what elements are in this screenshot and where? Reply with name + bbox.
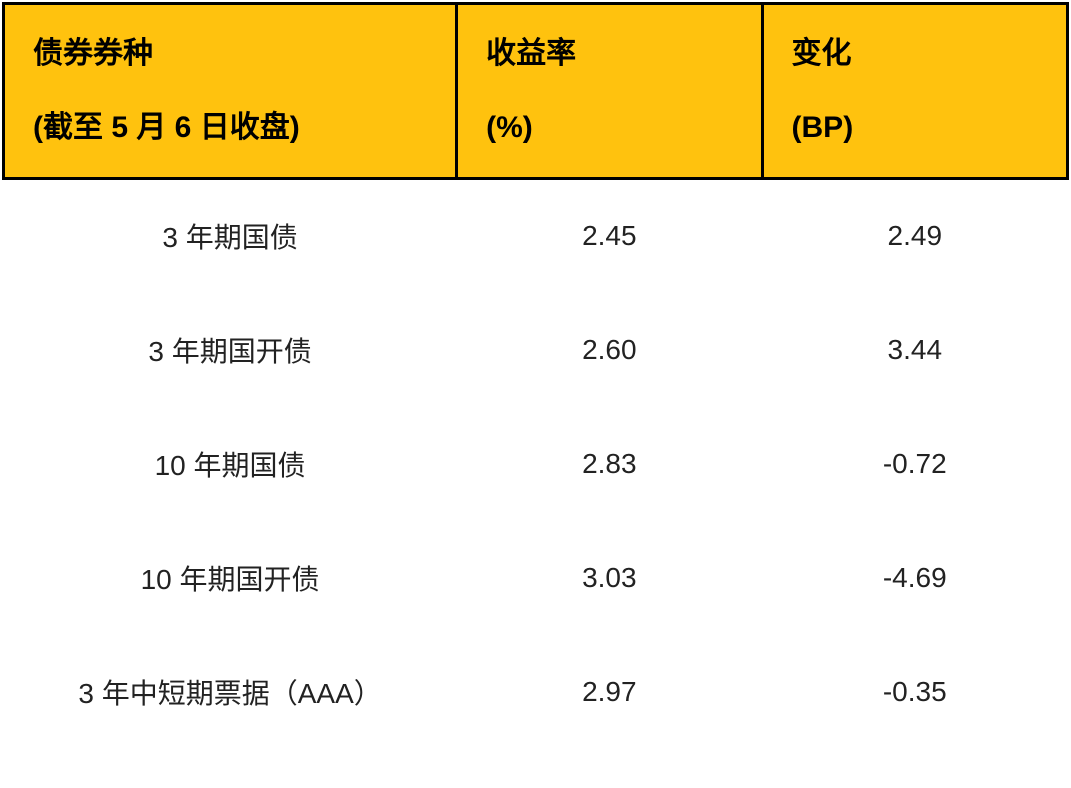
cell-change: -0.35 <box>762 635 1067 749</box>
table-row: 10 年期国开债 3.03 -4.69 <box>4 521 1068 635</box>
table-row: 10 年期国债 2.83 -0.72 <box>4 407 1068 521</box>
table-body: 3 年期国债 2.45 2.49 3 年期国开债 2.60 3.44 10 年期… <box>4 179 1068 749</box>
cell-instrument: 3 年期国开债 <box>4 293 457 407</box>
table-header-row: 债券券种 (截至 5 月 6 日收盘) 收益率 (%) 变化 (BP) <box>4 4 1068 179</box>
cell-instrument: 10 年期国开债 <box>4 521 457 635</box>
header-yield-line2: (%) <box>486 89 732 177</box>
cell-instrument: 10 年期国债 <box>4 407 457 521</box>
table-row: 3 年期国债 2.45 2.49 <box>4 179 1068 293</box>
cell-instrument: 3 年期国债 <box>4 179 457 293</box>
cell-yield: 3.03 <box>457 521 762 635</box>
table-row: 3 年期国开债 2.60 3.44 <box>4 293 1068 407</box>
cell-change: 3.44 <box>762 293 1067 407</box>
cell-change: -4.69 <box>762 521 1067 635</box>
cell-change: 2.49 <box>762 179 1067 293</box>
header-instrument-line2: (截至 5 月 6 日收盘) <box>33 89 427 177</box>
cell-yield: 2.83 <box>457 407 762 521</box>
header-change: 变化 (BP) <box>762 4 1067 179</box>
table-header: 债券券种 (截至 5 月 6 日收盘) 收益率 (%) 变化 (BP) <box>4 4 1068 179</box>
cell-yield: 2.60 <box>457 293 762 407</box>
cell-change: -0.72 <box>762 407 1067 521</box>
header-change-line2: (BP) <box>792 89 1038 177</box>
cell-yield: 2.97 <box>457 635 762 749</box>
cell-yield: 2.45 <box>457 179 762 293</box>
header-yield: 收益率 (%) <box>457 4 762 179</box>
cell-instrument: 3 年中短期票据（AAA） <box>4 635 457 749</box>
header-instrument: 债券券种 (截至 5 月 6 日收盘) <box>4 4 457 179</box>
bond-yield-table: 债券券种 (截至 5 月 6 日收盘) 收益率 (%) 变化 (BP) 3 年期… <box>2 2 1069 749</box>
table-row: 3 年中短期票据（AAA） 2.97 -0.35 <box>4 635 1068 749</box>
header-yield-line1: 收益率 <box>486 5 732 89</box>
header-change-line1: 变化 <box>792 5 1038 89</box>
header-instrument-line1: 债券券种 <box>33 5 427 89</box>
